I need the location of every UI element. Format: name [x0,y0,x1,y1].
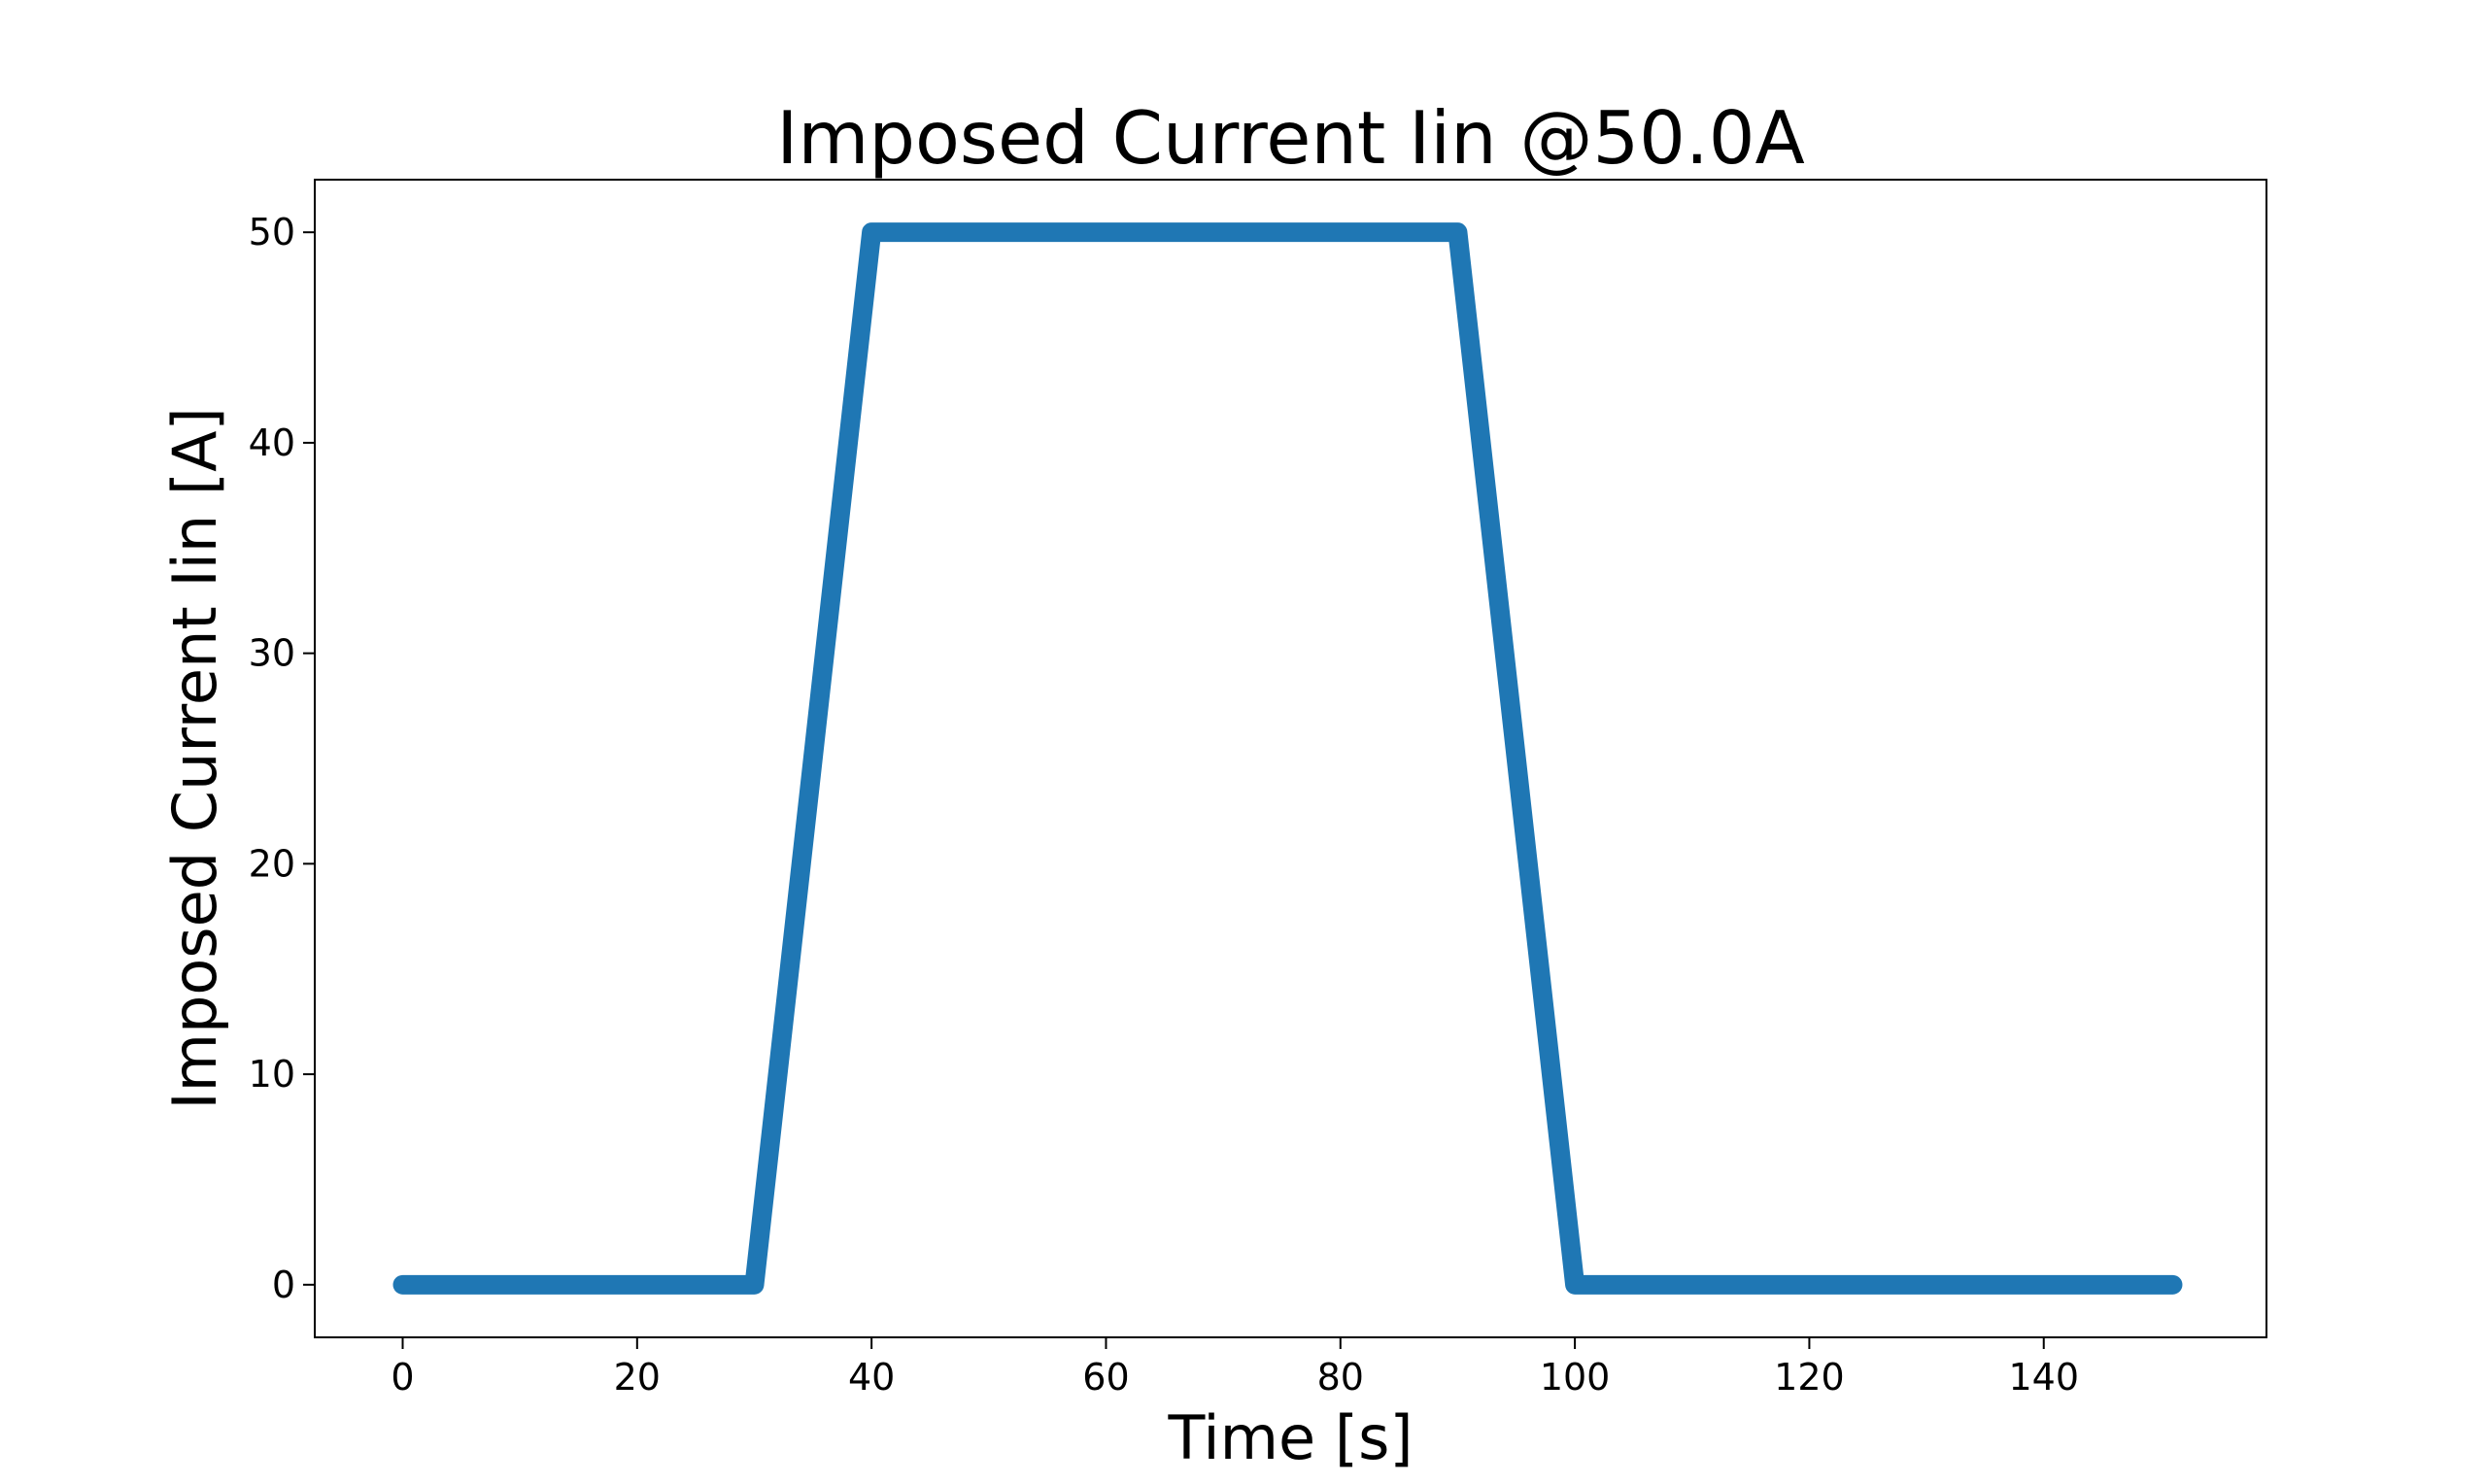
plot-frame [314,179,2267,1338]
y-axis-label: Imposed Current Iin [A] [159,407,230,1109]
y-tick-label: 10 [249,1053,295,1096]
y-axis: 0 10 20 30 40 50 [249,211,315,1306]
y-tick-label: 50 [249,211,295,253]
x-tick-label: 140 [2008,1356,2079,1399]
x-tick-label: 120 [1774,1356,1845,1399]
x-tick-label: 20 [614,1356,661,1399]
y-tick-label: 30 [249,632,295,675]
x-axis-label: Time [s] [1167,1402,1413,1473]
x-tick-label: 80 [1317,1356,1364,1399]
y-tick-label: 20 [249,842,295,885]
plot-series-layer [392,222,2183,1295]
y-tick-label: 0 [272,1264,295,1306]
y-tick-label: 40 [249,422,295,464]
x-tick-label: 100 [1540,1356,1611,1399]
x-tick-label: 40 [848,1356,895,1399]
series-line [392,222,2183,1295]
x-tick-label: 0 [391,1356,414,1399]
x-axis: 0 20 40 60 80 100 120 140 [391,1337,2079,1399]
chart-title: Imposed Current Iin @50.0A [776,95,1805,181]
x-tick-label: 60 [1082,1356,1129,1399]
